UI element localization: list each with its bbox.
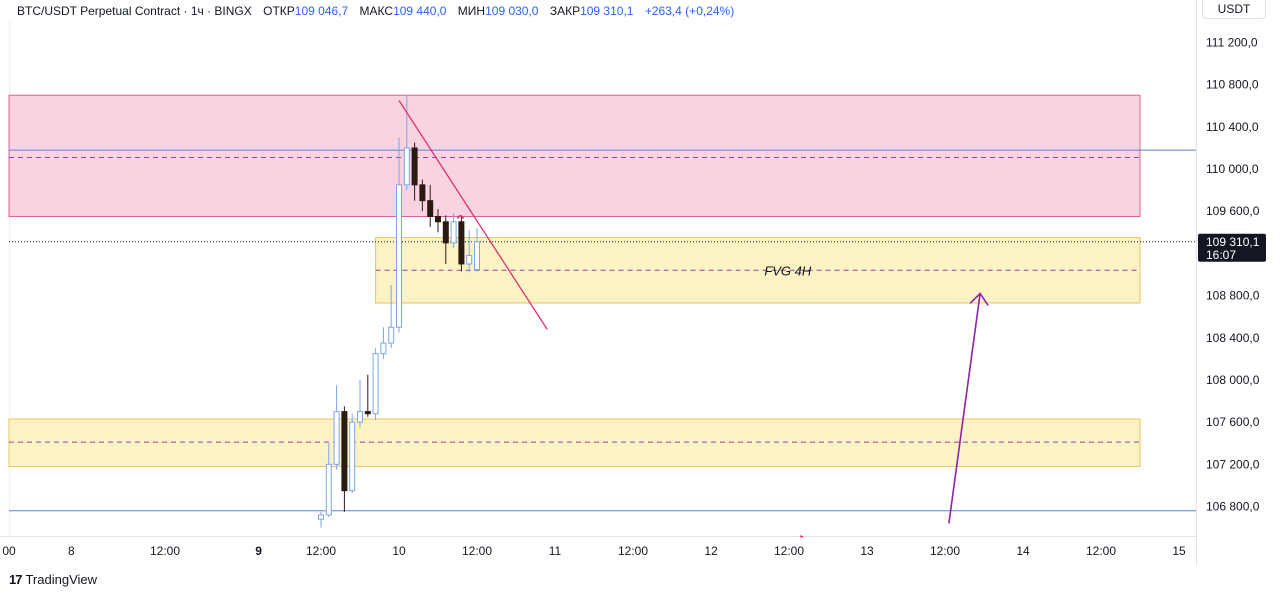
tradingview-logo-icon: 17 <box>9 572 23 587</box>
high-label: МАКС <box>359 4 394 18</box>
supply-zone[interactable] <box>8 94 1141 217</box>
lower-demand-zone[interactable] <box>8 418 1141 467</box>
low-value: 109 030,0 <box>485 4 539 18</box>
projection-arrow[interactable] <box>948 293 981 524</box>
price-tick-label: 110 800,0 <box>1206 78 1259 92</box>
candle-body <box>474 241 480 271</box>
time-tick-label: 12:00 <box>306 544 336 558</box>
candle-body <box>341 411 348 492</box>
candle-body <box>411 147 418 186</box>
close-label: ЗАКР <box>549 4 581 18</box>
candle-body <box>357 411 363 423</box>
price-tick-label: 110 400,0 <box>1206 120 1259 134</box>
time-tick-label: 10 <box>392 544 406 558</box>
candle-body <box>364 411 371 415</box>
last-price-badge <box>1198 233 1266 262</box>
last-price-value: 109 310,1 <box>1206 235 1260 249</box>
time-tick-label: 12:00 <box>774 544 804 558</box>
price-tick-label: 108 800,0 <box>1206 289 1260 303</box>
candle-body <box>450 221 457 244</box>
time-tick-label: 12:00 <box>462 544 492 558</box>
candle-body <box>403 147 410 186</box>
time-tick-label: 14 <box>1016 544 1030 558</box>
tradingview-brand: TradingView <box>25 572 98 587</box>
candle-body <box>419 184 426 202</box>
candle-body <box>442 221 449 244</box>
time-tick-label: 12:00 <box>150 544 180 558</box>
drawing-marker <box>799 535 804 538</box>
bar-countdown: 16:07 <box>1206 248 1236 262</box>
time-tick-label: 12:00 <box>930 544 960 558</box>
candle-body <box>318 514 324 520</box>
trendline-mark <box>456 214 465 219</box>
candle-body <box>372 353 379 415</box>
tradingview-logo[interactable]: 17 TradingView <box>9 572 97 588</box>
candle-body <box>435 216 441 223</box>
time-tick-label: 12:00 <box>618 544 648 558</box>
candle-body <box>466 255 473 265</box>
time-tick-label: 12:00 <box>1086 544 1116 558</box>
open-value: 109 046,7 <box>294 4 349 18</box>
currency-button[interactable]: USDT <box>1202 0 1266 19</box>
price-tick-label: 109 600,0 <box>1206 204 1260 218</box>
price-tick-label: 107 200,0 <box>1206 457 1260 471</box>
candle-body <box>427 200 434 218</box>
candle-body <box>349 421 356 492</box>
trendline[interactable] <box>398 100 548 330</box>
price-tick-label: 111 200,0 <box>1206 36 1258 50</box>
fvg-4h-zone[interactable] <box>375 237 1141 304</box>
candle-body <box>396 184 402 328</box>
projection-arrow-head <box>969 292 989 306</box>
time-tick-label: 00 <box>2 544 16 558</box>
time-tick-label: 9 <box>255 544 262 558</box>
chart-legend-header: BTC/USDT Perpetual Contract · 1ч · BINGX… <box>17 3 734 19</box>
candle-body <box>325 463 332 516</box>
low-label: МИН <box>457 4 486 18</box>
price-tick-label: 106 800,0 <box>1206 500 1260 514</box>
fvg-4h-label: FVG 4H <box>764 263 812 278</box>
time-tick-label: 15 <box>1172 544 1186 558</box>
candle-body <box>388 326 395 344</box>
price-tick-label: 108 000,0 <box>1206 373 1260 387</box>
candle-body <box>458 221 465 265</box>
high-value: 109 440,0 <box>393 4 447 18</box>
time-tick-label: 11 <box>549 544 562 558</box>
time-tick-label: 13 <box>860 544 874 558</box>
change-value: +263,4 (+0,24%) <box>644 4 735 18</box>
open-label: ОТКР <box>263 4 295 18</box>
price-tick-label: 110 000,0 <box>1206 162 1259 176</box>
candle-body <box>333 411 340 465</box>
time-tick-label: 8 <box>68 544 75 558</box>
price-tick-label: 107 600,0 <box>1206 415 1260 429</box>
price-tick-label: 108 400,0 <box>1206 331 1260 345</box>
candle-body <box>380 342 387 355</box>
symbol-title[interactable]: BTC/USDT Perpetual Contract · 1ч · BINGX <box>17 4 252 18</box>
time-tick-label: 12 <box>704 544 718 558</box>
close-value: 109 310,1 <box>580 4 634 18</box>
